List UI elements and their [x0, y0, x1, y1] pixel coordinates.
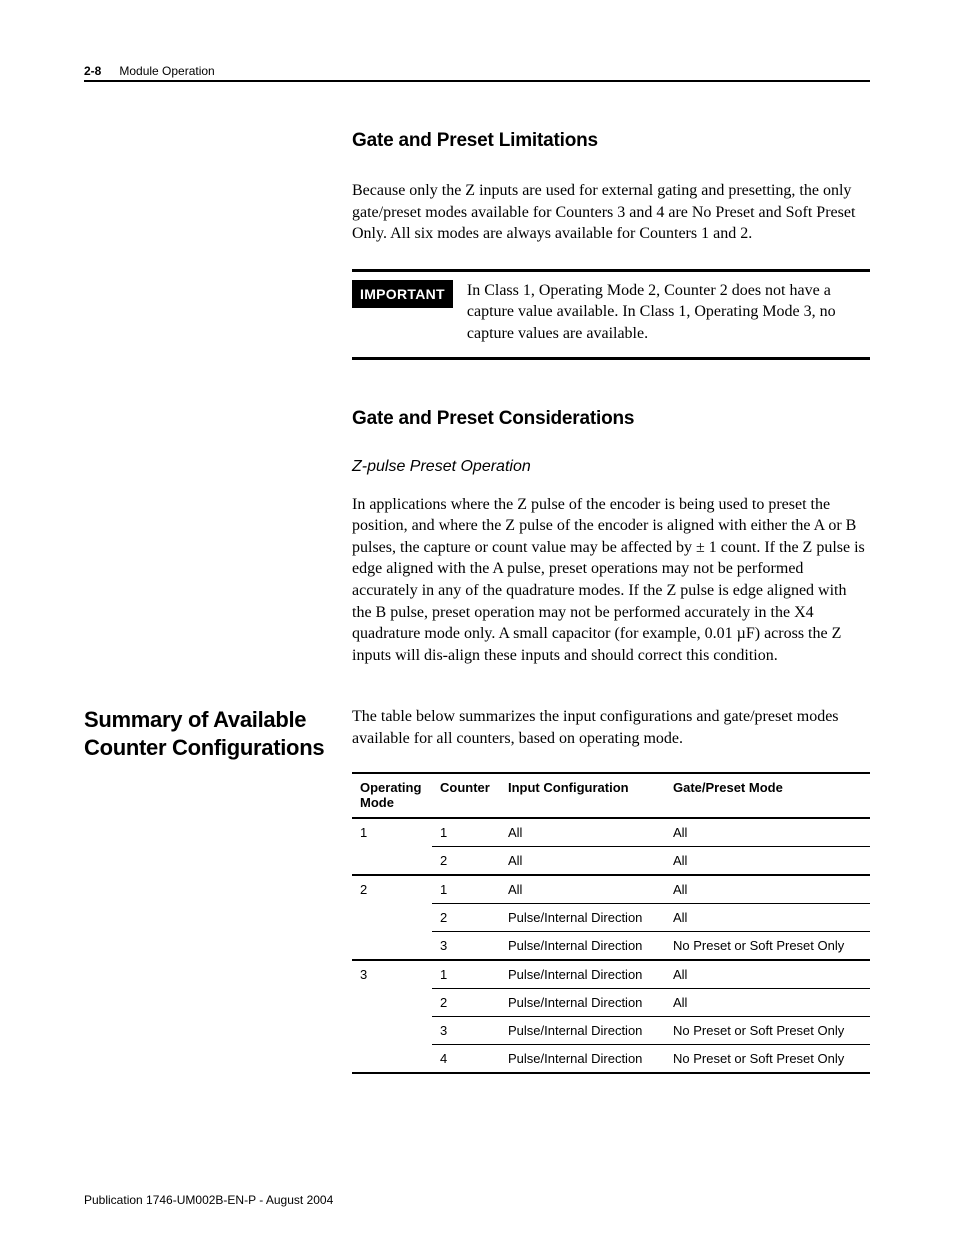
heading-gate-preset-considerations: Gate and Preset Considerations — [352, 408, 870, 430]
cell-gate-preset: No Preset or Soft Preset Only — [665, 1044, 870, 1073]
main-content-column: Gate and Preset Limitations Because only… — [352, 130, 870, 666]
table-row: 4Pulse/Internal DirectionNo Preset or So… — [352, 1044, 870, 1073]
cell-input-config: Pulse/Internal Direction — [500, 1016, 665, 1044]
sidebar-heading-summary: Summary of Available Counter Configurati… — [84, 706, 332, 1073]
chapter-title: Module Operation — [119, 64, 214, 78]
subheading-z-pulse: Z-pulse Preset Operation — [352, 458, 870, 476]
cell-operating-mode — [352, 988, 432, 1016]
cell-operating-mode — [352, 1016, 432, 1044]
col-header-counter: Counter — [432, 773, 500, 818]
summary-intro: The table below summarizes the input con… — [352, 706, 870, 749]
col-header-input-config: Input Configuration — [500, 773, 665, 818]
cell-counter: 3 — [432, 931, 500, 960]
table-row: 3Pulse/Internal DirectionNo Preset or So… — [352, 1016, 870, 1044]
cell-input-config: Pulse/Internal Direction — [500, 960, 665, 989]
cell-input-config: All — [500, 846, 665, 875]
cell-counter: 1 — [432, 875, 500, 904]
cell-input-config: Pulse/Internal Direction — [500, 931, 665, 960]
cell-counter: 1 — [432, 960, 500, 989]
table-row: 2AllAll — [352, 846, 870, 875]
cell-gate-preset: All — [665, 960, 870, 989]
cell-input-config: Pulse/Internal Direction — [500, 903, 665, 931]
cell-operating-mode: 2 — [352, 875, 432, 904]
cell-operating-mode — [352, 931, 432, 960]
config-table-body: 11AllAll2AllAll21AllAll2Pulse/Internal D… — [352, 818, 870, 1073]
cell-input-config: Pulse/Internal Direction — [500, 988, 665, 1016]
cell-gate-preset: No Preset or Soft Preset Only — [665, 931, 870, 960]
table-row: 31Pulse/Internal DirectionAll — [352, 960, 870, 989]
cell-gate-preset: All — [665, 988, 870, 1016]
cell-counter: 4 — [432, 1044, 500, 1073]
important-text: In Class 1, Operating Mode 2, Counter 2 … — [467, 280, 870, 345]
page-number: 2-8 — [84, 64, 101, 78]
table-row: 3Pulse/Internal DirectionNo Preset or So… — [352, 931, 870, 960]
cell-operating-mode: 1 — [352, 818, 432, 847]
cell-gate-preset: No Preset or Soft Preset Only — [665, 1016, 870, 1044]
config-table: Operating Mode Counter Input Configurati… — [352, 772, 870, 1074]
cell-input-config: Pulse/Internal Direction — [500, 1044, 665, 1073]
cell-counter: 2 — [432, 903, 500, 931]
cell-counter: 2 — [432, 988, 500, 1016]
cell-operating-mode — [352, 1044, 432, 1073]
cell-gate-preset: All — [665, 818, 870, 847]
summary-right-column: The table below summarizes the input con… — [352, 706, 870, 1073]
cell-counter: 1 — [432, 818, 500, 847]
cell-counter: 3 — [432, 1016, 500, 1044]
publication-footer: Publication 1746-UM002B-EN-P - August 20… — [84, 1193, 333, 1207]
cell-input-config: All — [500, 818, 665, 847]
cell-gate-preset: All — [665, 903, 870, 931]
cell-operating-mode — [352, 903, 432, 931]
col-header-gate-preset: Gate/Preset Mode — [665, 773, 870, 818]
col-header-operating-mode: Operating Mode — [352, 773, 432, 818]
paragraph-z-pulse: In applications where the Z pulse of the… — [352, 494, 870, 667]
table-row: 2Pulse/Internal DirectionAll — [352, 903, 870, 931]
important-badge: IMPORTANT — [352, 280, 453, 308]
paragraph-limitations: Because only the Z inputs are used for e… — [352, 180, 870, 245]
summary-section: Summary of Available Counter Configurati… — [84, 706, 870, 1073]
heading-gate-preset-limitations: Gate and Preset Limitations — [352, 130, 870, 152]
running-header: 2-8 Module Operation — [84, 64, 870, 82]
cell-input-config: All — [500, 875, 665, 904]
important-callout: IMPORTANT In Class 1, Operating Mode 2, … — [352, 269, 870, 360]
cell-counter: 2 — [432, 846, 500, 875]
cell-gate-preset: All — [665, 846, 870, 875]
table-header-row: Operating Mode Counter Input Configurati… — [352, 773, 870, 818]
table-row: 2Pulse/Internal DirectionAll — [352, 988, 870, 1016]
cell-operating-mode: 3 — [352, 960, 432, 989]
cell-operating-mode — [352, 846, 432, 875]
page-container: 2-8 Module Operation Gate and Preset Lim… — [0, 0, 954, 1235]
table-row: 11AllAll — [352, 818, 870, 847]
cell-gate-preset: All — [665, 875, 870, 904]
table-row: 21AllAll — [352, 875, 870, 904]
